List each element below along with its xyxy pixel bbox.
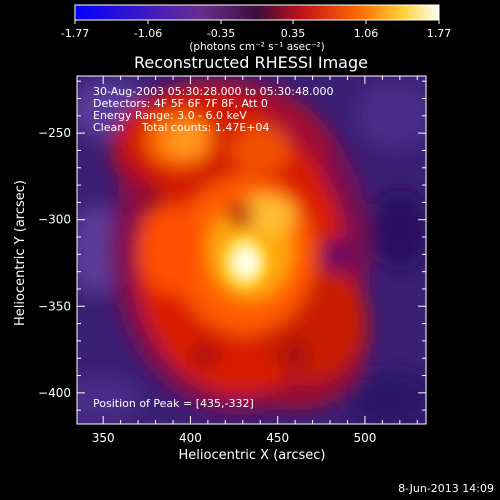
x-tick-label: 500 — [353, 431, 376, 445]
colorbar-tick-label: 0.35 — [281, 27, 306, 40]
colorbar-tick-label: -0.35 — [207, 27, 235, 40]
annotation-line-energy: Energy Range: 3.0 - 6.0 keV — [93, 109, 247, 122]
x-tick-label: 350 — [92, 431, 115, 445]
y-tick-label: −350 — [38, 299, 71, 313]
annotation-line-detectors: Detectors: 4F 5F 6F 7F 8F, Att 0 — [93, 97, 268, 110]
x-tick-label: 450 — [266, 431, 289, 445]
heatmap-core — [223, 236, 267, 288]
y-tick-label: −400 — [38, 386, 71, 400]
plot-frame — [76, 75, 427, 425]
colorbar-gradient — [75, 5, 439, 20]
colorbar-tick-label: -1.06 — [134, 27, 162, 40]
colorbar: -1.77 -1.06 -0.35 0.35 1.06 1.77 (photons cm⁻… — [61, 4, 451, 53]
y-axis-label: Heliocentric Y (arcsec) — [13, 180, 28, 326]
annotation-block: 30-Aug-2003 05:30:28.000 to 05:30:48.000… — [93, 85, 334, 410]
footer-timestamp: 8-Jun-2013 14:09 — [398, 482, 494, 495]
y-tick-label: −250 — [38, 126, 71, 140]
x-tick-label: 400 — [179, 431, 202, 445]
x-axis-label: Heliocentric X (arcsec) — [179, 448, 326, 463]
colorbar-tick-label: 1.77 — [427, 27, 452, 40]
y-tick-label: −300 — [38, 213, 71, 227]
axis-ticks: 350 400 450 500 −250 −300 −350 −400 — [38, 76, 426, 445]
annotation-line-counts: Clean Total counts: 1.47E+04 — [93, 121, 270, 134]
annotation-line-time: 30-Aug-2003 05:30:28.000 to 05:30:48.000 — [93, 85, 334, 98]
colorbar-frame — [74, 4, 440, 21]
colorbar-tick-label: 1.06 — [354, 27, 379, 40]
colorbar-units: (photons cm⁻² s⁻¹ asec⁻²) — [189, 41, 324, 53]
heatmap-image — [77, 76, 426, 424]
colorbar-tick-label: -1.77 — [61, 27, 89, 40]
colorbar-ticks: -1.77 -1.06 -0.35 0.35 1.06 1.77 — [61, 20, 451, 40]
chart-title: Reconstructed RHESSI Image — [134, 53, 368, 72]
peak-position-label: Position of Peak = [435,-332] — [93, 397, 254, 410]
